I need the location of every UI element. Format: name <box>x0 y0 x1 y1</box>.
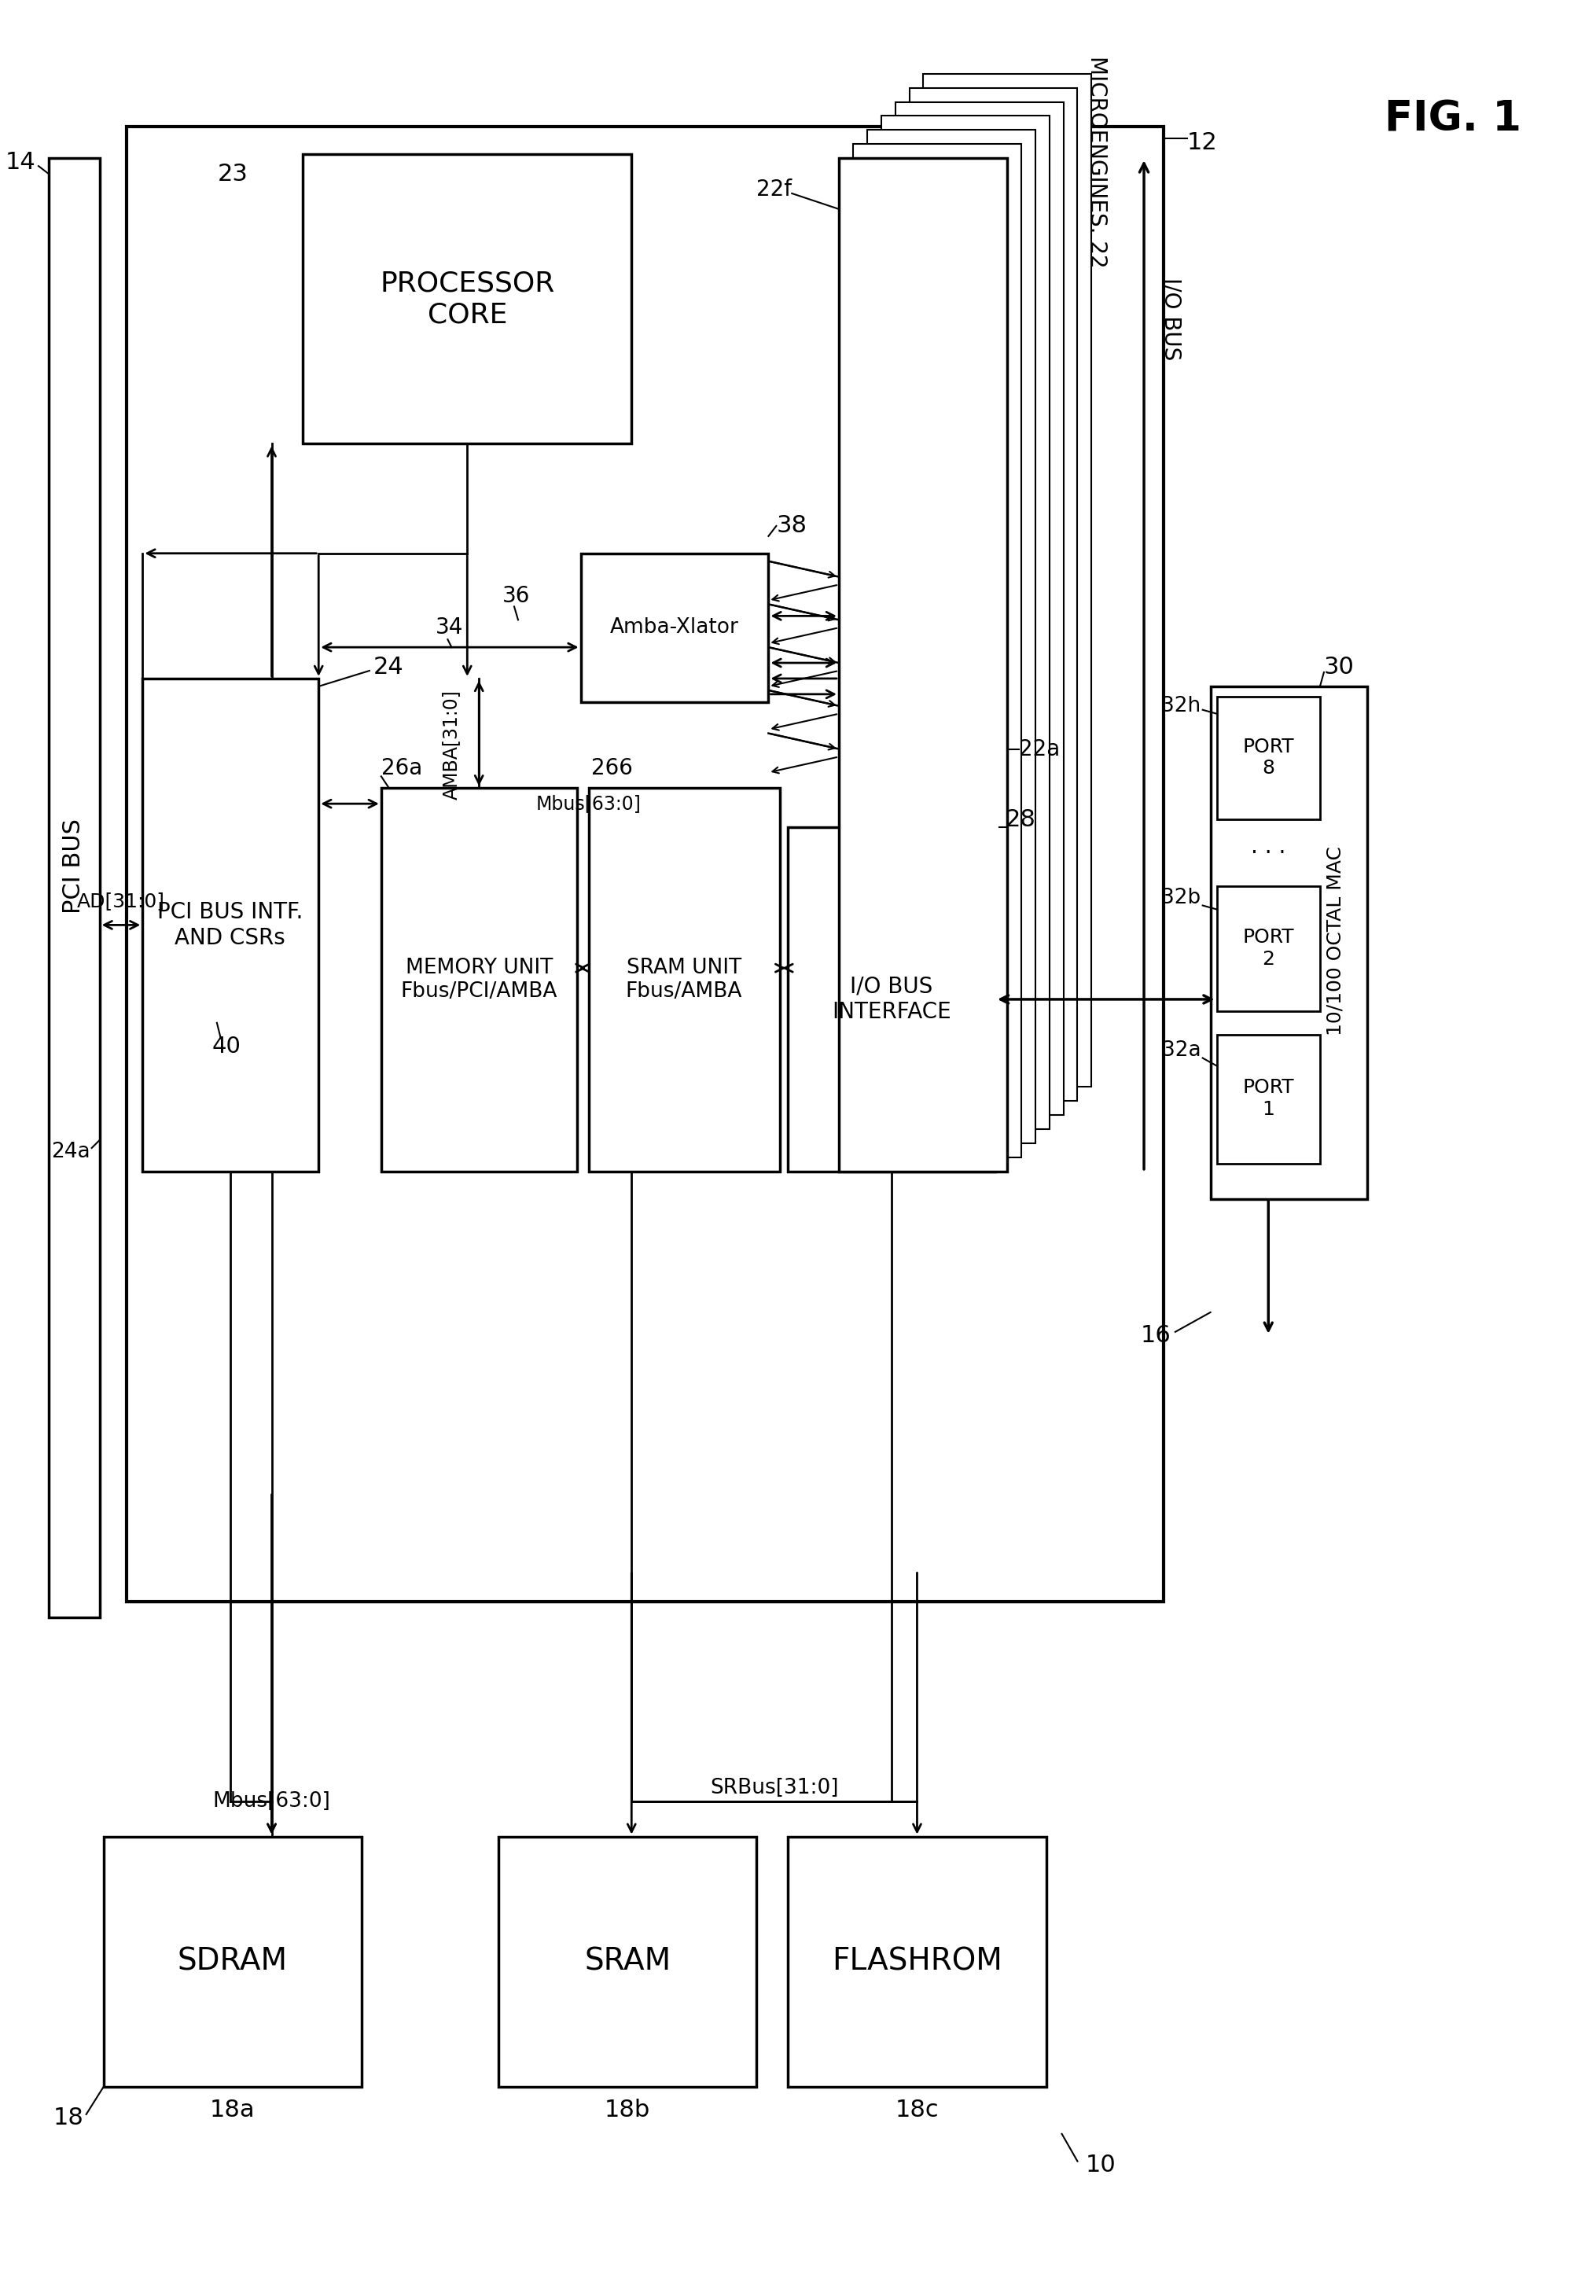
Text: 28: 28 <box>1005 808 1036 831</box>
Text: I/O BUS: I/O BUS <box>1160 278 1181 360</box>
Text: SDRAM: SDRAM <box>177 1947 287 1977</box>
Text: 34: 34 <box>436 618 463 638</box>
Bar <box>142 680 319 1171</box>
Text: PORT
8: PORT 8 <box>1242 737 1293 778</box>
Bar <box>1210 687 1366 1199</box>
Text: 18b: 18b <box>605 2099 650 2122</box>
Bar <box>787 827 994 1171</box>
Bar <box>838 158 1007 1171</box>
Bar <box>104 1837 361 2087</box>
Text: PORT
1: PORT 1 <box>1242 1079 1293 1118</box>
Bar <box>852 145 1020 1157</box>
Text: MICROENGINES. 22: MICROENGINES. 22 <box>1085 55 1108 269</box>
Text: SRAM UNIT
Fbus/AMBA: SRAM UNIT Fbus/AMBA <box>626 957 742 1001</box>
Bar <box>881 117 1049 1130</box>
Bar <box>922 73 1092 1086</box>
Text: 32h: 32h <box>1160 696 1200 716</box>
Text: 18c: 18c <box>895 2099 938 2122</box>
Bar <box>1216 1035 1320 1164</box>
Text: I/O BUS
INTERFACE: I/O BUS INTERFACE <box>832 976 951 1024</box>
Text: PROCESSOR
CORE: PROCESSOR CORE <box>380 271 554 328</box>
Text: AMBA[31:0]: AMBA[31:0] <box>442 691 461 799</box>
Bar <box>381 788 576 1171</box>
Text: 14: 14 <box>5 152 35 174</box>
Text: PCI BUS: PCI BUS <box>62 820 85 914</box>
Text: Mbus[63:0]: Mbus[63:0] <box>536 794 642 813</box>
Text: SRBus[31:0]: SRBus[31:0] <box>709 1777 838 1798</box>
Text: 30: 30 <box>1323 654 1353 677</box>
Bar <box>1216 886 1320 1010</box>
Text: 266: 266 <box>591 758 632 781</box>
Bar <box>589 788 780 1171</box>
Bar <box>787 1837 1045 2087</box>
Bar <box>867 131 1034 1143</box>
Text: AD[31:0]: AD[31:0] <box>77 893 164 912</box>
Text: 22f: 22f <box>757 179 792 200</box>
Text: 24a: 24a <box>51 1141 89 1162</box>
Text: 10: 10 <box>1085 2154 1116 2177</box>
Bar <box>1216 696 1320 820</box>
Text: 32a: 32a <box>1162 1040 1200 1061</box>
Text: 36: 36 <box>503 585 530 608</box>
Text: PORT
2: PORT 2 <box>1242 928 1293 969</box>
Text: SRAM: SRAM <box>584 1947 670 1977</box>
Bar <box>908 87 1077 1102</box>
Text: PCI BUS INTF.
AND CSRs: PCI BUS INTF. AND CSRs <box>158 902 303 948</box>
Text: MEMORY UNIT
Fbus/PCI/AMBA: MEMORY UNIT Fbus/PCI/AMBA <box>401 957 557 1001</box>
Bar <box>895 101 1063 1116</box>
Text: 23: 23 <box>217 163 247 186</box>
Text: FIG. 1: FIG. 1 <box>1384 99 1521 140</box>
Bar <box>498 1837 757 2087</box>
Bar <box>581 553 768 703</box>
Text: 32b: 32b <box>1160 886 1200 907</box>
Text: Mbus[63:0]: Mbus[63:0] <box>212 1791 330 1812</box>
Text: FLASHROM: FLASHROM <box>832 1947 1002 1977</box>
Bar <box>48 158 99 1616</box>
Text: 16: 16 <box>1140 1325 1171 1348</box>
Text: 40: 40 <box>212 1035 241 1056</box>
Text: 18a: 18a <box>209 2099 255 2122</box>
Text: 10/100 OCTAL MAC: 10/100 OCTAL MAC <box>1326 845 1344 1035</box>
Text: 38: 38 <box>776 514 806 537</box>
Bar <box>126 126 1163 1603</box>
Text: 26a: 26a <box>381 758 421 781</box>
Text: . . .: . . . <box>1250 836 1285 859</box>
Bar <box>303 154 632 443</box>
Text: 12: 12 <box>1186 131 1216 154</box>
Text: 24: 24 <box>373 654 404 677</box>
Text: Amba-Xlator: Amba-Xlator <box>610 618 739 638</box>
Text: 22a: 22a <box>1018 737 1060 760</box>
Text: 18: 18 <box>53 2108 85 2131</box>
